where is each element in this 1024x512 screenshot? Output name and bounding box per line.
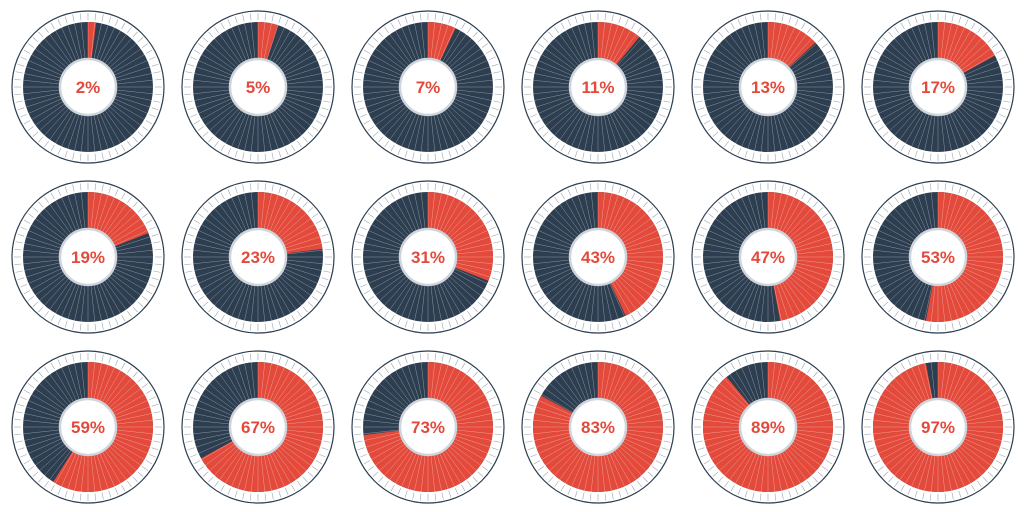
- gauge-segment-lines: [363, 192, 493, 322]
- gauge-12: 53%: [861, 180, 1015, 334]
- gauge-segment-lines: [23, 22, 153, 152]
- gauge-label: 47%: [751, 248, 785, 267]
- gauge-11: 47%: [691, 180, 845, 334]
- gauge-5: 13%: [691, 10, 845, 164]
- gauge-9: 31%: [351, 180, 505, 334]
- gauge-2: 5%: [181, 10, 335, 164]
- gauge-center: [398, 397, 458, 457]
- gauge-center: [738, 397, 798, 457]
- gauge-label: 73%: [411, 418, 445, 437]
- gauge-center: [738, 227, 798, 287]
- gauge-ticks: [864, 183, 1012, 331]
- gauge-18: 97%: [861, 350, 1015, 504]
- gauge-segment-lines: [873, 22, 1003, 152]
- gauge-ticks: [354, 353, 502, 501]
- gauge-label: 89%: [751, 418, 785, 437]
- gauge-center: [58, 227, 118, 287]
- gauge-center: [568, 227, 628, 287]
- gauge-ticks: [354, 13, 502, 161]
- gauge-filled-arc: [598, 192, 663, 316]
- gauge-4: 11%: [521, 10, 675, 164]
- gauge-8: 23%: [181, 180, 335, 334]
- gauge-center: [398, 227, 458, 287]
- gauge-ticks: [184, 13, 332, 161]
- gauge-center: [58, 57, 118, 117]
- gauge-segment-lines: [363, 362, 493, 492]
- gauge-label: 2%: [76, 78, 101, 97]
- gauge-10: 43%: [521, 180, 675, 334]
- gauge-segment-lines: [193, 22, 323, 152]
- gauge-segment-lines: [873, 362, 1003, 492]
- gauge-center: [58, 397, 118, 457]
- gauge-label: 11%: [581, 78, 614, 97]
- gauge-center: [228, 227, 288, 287]
- gauge-6: 17%: [861, 10, 1015, 164]
- gauge-ticks: [864, 13, 1012, 161]
- gauge-segment-lines: [23, 192, 153, 322]
- gauge-ticks: [694, 13, 842, 161]
- gauge-3: 7%: [351, 10, 505, 164]
- gauge-17: 89%: [691, 350, 845, 504]
- gauge-label: 67%: [241, 418, 275, 437]
- gauge-segment-lines: [193, 362, 323, 492]
- gauge-segment-lines: [703, 192, 833, 322]
- gauge-15: 73%: [351, 350, 505, 504]
- gauge-label: 5%: [246, 78, 271, 97]
- gauge-14: 67%: [181, 350, 335, 504]
- gauge-label: 13%: [751, 78, 785, 97]
- gauge-segment-lines: [363, 22, 493, 152]
- gauge-center: [228, 397, 288, 457]
- gauge-center: [908, 227, 968, 287]
- gauge-segment-lines: [533, 362, 663, 492]
- gauge-center: [738, 57, 798, 117]
- gauge-label: 17%: [921, 78, 955, 97]
- gauge-label: 7%: [416, 78, 441, 97]
- gauge-ticks: [524, 13, 672, 161]
- gauge-filled-arc: [768, 192, 834, 321]
- gauge-segment-lines: [703, 22, 833, 152]
- gauge-center: [908, 397, 968, 457]
- gauge-label: 19%: [71, 248, 105, 267]
- gauge-label: 59%: [71, 418, 105, 437]
- gauge-ticks: [184, 183, 332, 331]
- gauge-ticks: [864, 353, 1012, 501]
- gauge-center: [568, 397, 628, 457]
- gauge-segment-lines: [703, 362, 833, 492]
- gauge-ticks: [354, 183, 502, 331]
- gauge-segment-lines: [533, 192, 663, 322]
- gauge-13: 59%: [11, 350, 165, 504]
- gauge-ticks: [524, 183, 672, 331]
- gauge-ticks: [184, 353, 332, 501]
- gauge-center: [568, 57, 628, 117]
- gauge-ticks: [524, 353, 672, 501]
- gauge-7: 19%: [11, 180, 165, 334]
- gauge-label: 31%: [411, 248, 445, 267]
- gauge-label: 83%: [581, 418, 615, 437]
- gauge-center: [908, 57, 968, 117]
- gauge-label: 97%: [921, 418, 955, 437]
- gauge-center: [398, 57, 458, 117]
- gauge-1: 2%: [11, 10, 165, 164]
- gauge-segment-lines: [193, 192, 323, 322]
- gauge-center: [228, 57, 288, 117]
- gauge-label: 43%: [581, 248, 615, 267]
- gauge-label: 23%: [241, 248, 275, 267]
- gauge-segment-lines: [533, 22, 663, 152]
- gauge-label: 53%: [921, 248, 955, 267]
- gauge-segment-lines: [23, 362, 153, 492]
- gauge-segment-lines: [873, 192, 1003, 322]
- gauge-ticks: [14, 183, 162, 331]
- gauge-16: 83%: [521, 350, 675, 504]
- gauge-ticks: [694, 183, 842, 331]
- gauge-ticks: [14, 13, 162, 161]
- gauge-ticks: [694, 353, 842, 501]
- gauge-ticks: [14, 353, 162, 501]
